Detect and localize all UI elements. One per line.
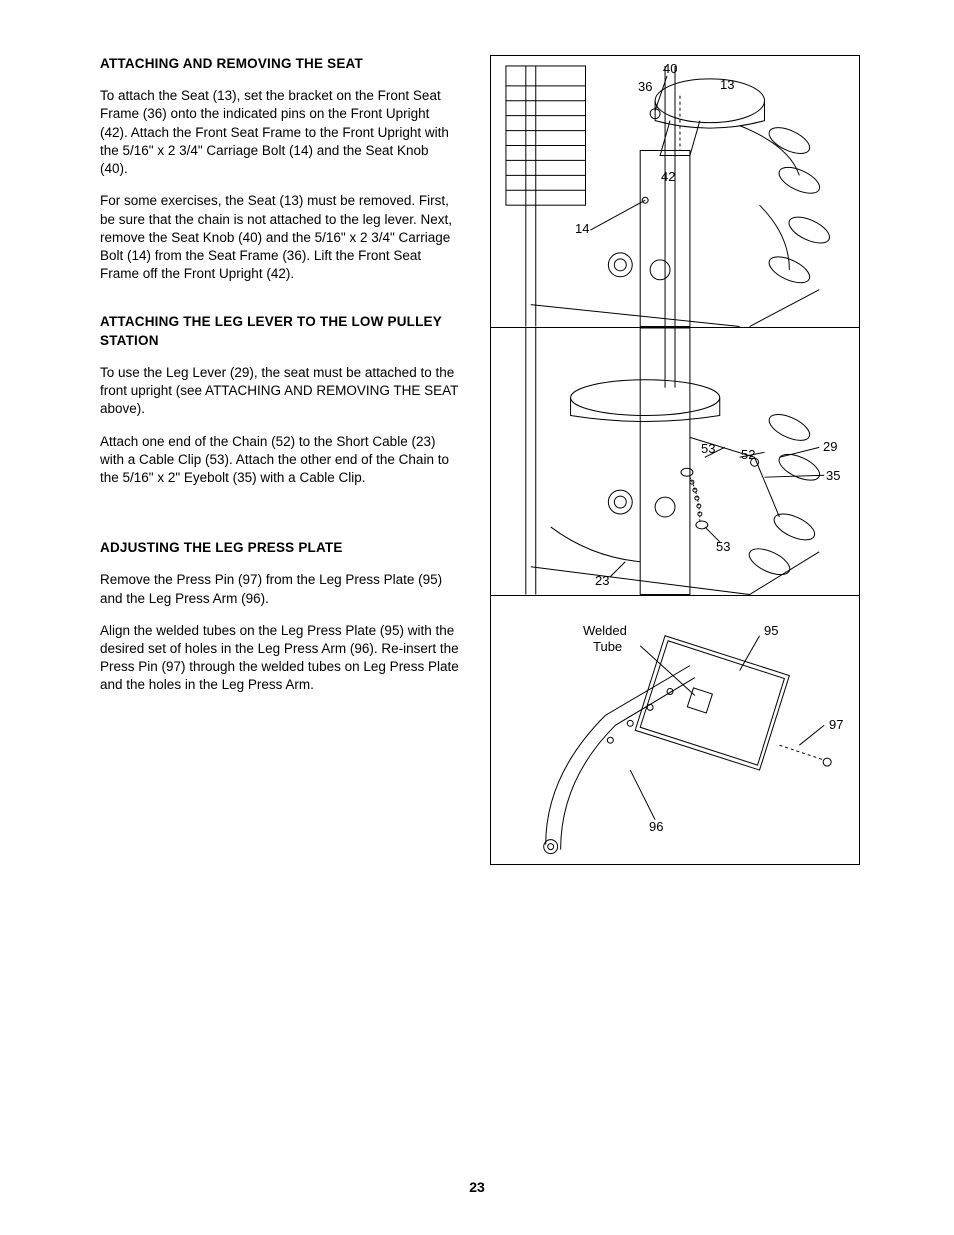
para: To attach the Seat (13), set the bracket… (100, 87, 460, 178)
para: Remove the Press Pin (97) from the Leg P… (100, 571, 460, 607)
heading-leg-press: ADJUSTING THE LEG PRESS PLATE (100, 539, 460, 557)
section-leg-press: ADJUSTING THE LEG PRESS PLATE Remove the… (100, 539, 460, 695)
right-column: 40 36 13 42 14 (490, 55, 860, 865)
callout-23: 23 (595, 572, 609, 590)
para: Attach one end of the Chain (52) to the … (100, 433, 460, 488)
callout-53b: 53 (716, 538, 730, 556)
para: To use the Leg Lever (29), the seat must… (100, 364, 460, 419)
callout-52: 52 (741, 446, 755, 464)
section-leg-lever: ATTACHING THE LEG LEVER TO THE LOW PULLE… (100, 313, 460, 487)
callout-14: 14 (575, 220, 589, 238)
callout-96: 96 (649, 818, 663, 836)
diagram-leg-lever: 53 52 29 35 53 23 (491, 328, 859, 596)
section-seat: ATTACHING AND REMOVING THE SEAT To attac… (100, 55, 460, 283)
callout-42: 42 (661, 168, 675, 186)
callout-35: 35 (826, 467, 840, 485)
callout-95: 95 (764, 622, 778, 640)
callout-13: 13 (720, 76, 734, 94)
diagram-leg-lever-svg (491, 328, 859, 595)
para: Align the welded tubes on the Leg Press … (100, 622, 460, 695)
page-number: 23 (0, 1178, 954, 1197)
callout-97: 97 (829, 716, 843, 734)
callout-tube: Tube (593, 638, 622, 656)
heading-seat: ATTACHING AND REMOVING THE SEAT (100, 55, 460, 73)
callout-welded: Welded (583, 622, 627, 640)
callout-40: 40 (663, 60, 677, 78)
left-column: ATTACHING AND REMOVING THE SEAT To attac… (100, 55, 460, 865)
para: For some exercises, the Seat (13) must b… (100, 192, 460, 283)
diagram-seat-svg (491, 56, 859, 327)
callout-36: 36 (638, 78, 652, 96)
diagram-leg-press-svg (491, 596, 859, 863)
callout-29: 29 (823, 438, 837, 456)
heading-leg-lever: ATTACHING THE LEG LEVER TO THE LOW PULLE… (100, 313, 460, 349)
diagram-leg-press: Welded Tube 95 97 96 (491, 596, 859, 864)
diagram-seat: 40 36 13 42 14 (491, 56, 859, 328)
diagram-stack: 40 36 13 42 14 (490, 55, 860, 865)
callout-53a: 53 (701, 440, 715, 458)
